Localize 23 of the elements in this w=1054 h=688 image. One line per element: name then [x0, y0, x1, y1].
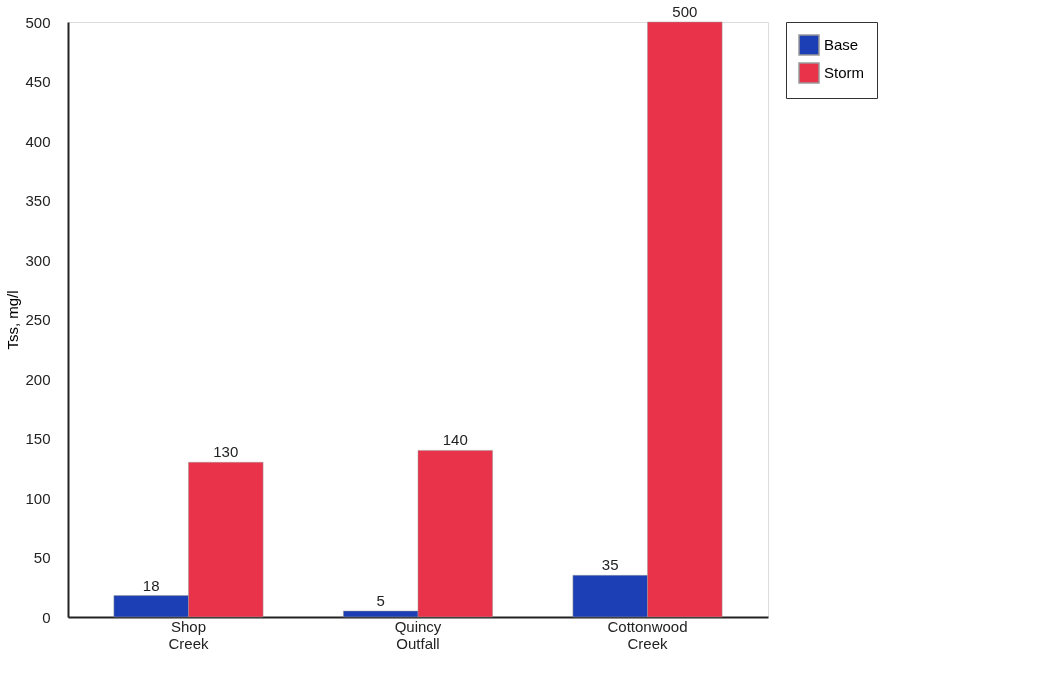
legend-label: Storm [824, 64, 865, 81]
y-tick-label: 300 [25, 251, 51, 269]
x-tick-label: Cottonwood Creek [607, 617, 688, 652]
data-label: 35 [601, 556, 619, 574]
y-tick-label: 0 [42, 608, 51, 626]
y-tick-label: 150 [25, 430, 51, 447]
x-tick-label: Quincy Outfall [394, 617, 442, 652]
y-tick-label: 400 [25, 132, 51, 150]
data-label: 130 [213, 443, 239, 461]
y-axis-title: Tss, mg/l [4, 290, 22, 350]
data-label: 140 [442, 431, 468, 449]
x-tick-label: Shop Creek [168, 617, 209, 652]
y-tick-label: 450 [25, 73, 51, 90]
data-label: 18 [142, 576, 160, 594]
y-tick-label: 350 [25, 192, 51, 209]
y-tick-label: 50 [33, 549, 51, 566]
legend-label: Base [824, 36, 859, 53]
y-tick-label: 250 [25, 311, 51, 328]
data-label: 5 [376, 592, 385, 610]
y-tick-label: 100 [25, 489, 51, 507]
data-label: 500 [672, 3, 698, 20]
y-tick-label: 500 [25, 13, 51, 31]
y-tick-label: 200 [25, 370, 51, 388]
